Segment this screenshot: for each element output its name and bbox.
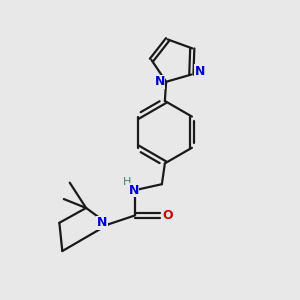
Text: N: N bbox=[128, 184, 139, 196]
Text: N: N bbox=[194, 65, 205, 78]
Text: N: N bbox=[97, 216, 107, 229]
Text: H: H bbox=[123, 177, 131, 187]
Text: O: O bbox=[163, 209, 173, 222]
Text: N: N bbox=[154, 75, 165, 88]
